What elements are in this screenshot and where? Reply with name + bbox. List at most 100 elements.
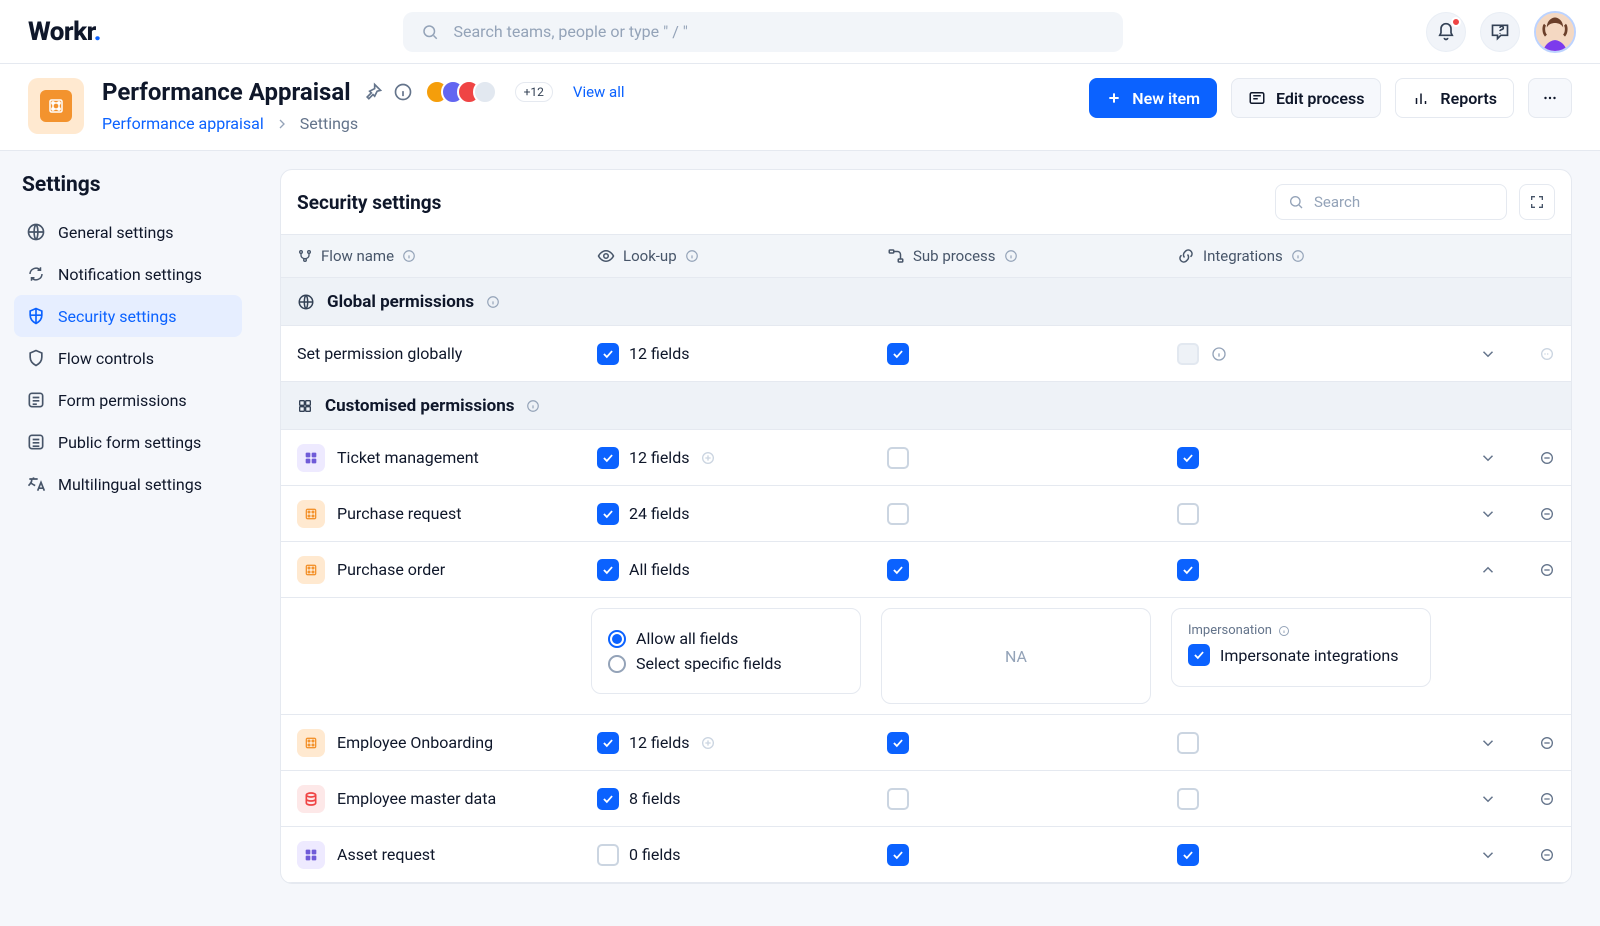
help-button[interactable]	[1480, 12, 1520, 52]
member-more[interactable]: +12	[515, 82, 553, 102]
checkbox[interactable]	[887, 844, 909, 866]
checkbox[interactable]	[887, 503, 909, 525]
col-flow: Flow name	[321, 247, 394, 265]
chevron-down-icon[interactable]	[1479, 505, 1497, 523]
chevron-down-icon[interactable]	[1479, 345, 1497, 363]
sidebar-item-form[interactable]: Form permissions	[14, 379, 242, 421]
user-avatar[interactable]	[1534, 11, 1576, 53]
radio-allow-all[interactable]: Allow all fields	[608, 629, 844, 648]
remove-icon[interactable]	[1539, 734, 1555, 752]
view-all-link[interactable]: View all	[573, 83, 625, 101]
section-global-label: Global permissions	[327, 292, 474, 312]
pin-icon[interactable]	[363, 82, 383, 102]
edit-process-button[interactable]: Edit process	[1231, 78, 1381, 118]
reports-label: Reports	[1440, 89, 1497, 108]
info-icon[interactable]	[1004, 249, 1018, 263]
breadcrumb-parent[interactable]: Performance appraisal	[102, 114, 264, 133]
chevron-down-icon[interactable]	[1479, 790, 1497, 808]
link-icon	[1177, 247, 1195, 265]
info-icon[interactable]	[526, 399, 540, 413]
shield-plain-icon	[26, 348, 46, 368]
info-icon[interactable]	[486, 295, 500, 309]
sidebar-item-general[interactable]: General settings	[14, 211, 242, 253]
panel-search[interactable]: Search	[1275, 184, 1507, 220]
info-icon[interactable]	[1291, 249, 1305, 263]
sidebar-item-label: Notification settings	[58, 265, 202, 284]
checkbox[interactable]	[1177, 503, 1199, 525]
row-name: Set permission globally	[297, 344, 462, 363]
chevron-down-icon[interactable]	[1479, 734, 1497, 752]
checkbox[interactable]	[887, 788, 909, 810]
search-icon	[1288, 194, 1304, 210]
topbar: Workr. Search teams, people or type " / …	[0, 0, 1600, 64]
main: Settings General settings Notification s…	[0, 151, 1600, 926]
edit-process-label: Edit process	[1276, 89, 1364, 108]
globe-icon	[297, 293, 315, 311]
remove-icon[interactable]	[1539, 790, 1555, 808]
checkbox[interactable]	[1177, 732, 1199, 754]
remove-icon[interactable]	[1539, 846, 1555, 864]
chevron-down-icon[interactable]	[1479, 846, 1497, 864]
row-name: Ticket management	[337, 448, 479, 467]
remove-icon[interactable]	[1539, 561, 1555, 579]
breadcrumb: Performance appraisal Settings	[102, 114, 625, 133]
checkbox[interactable]	[597, 447, 619, 469]
brand-logo[interactable]: Workr.	[28, 17, 101, 47]
checkbox[interactable]	[1177, 559, 1199, 581]
chevron-down-icon[interactable]	[1479, 449, 1497, 467]
sidebar-item-multilingual[interactable]: Multilingual settings	[14, 463, 242, 505]
checkbox[interactable]	[1177, 447, 1199, 469]
remove-icon[interactable]	[1539, 449, 1555, 467]
global-row: Set permission globally 12 fields	[281, 326, 1571, 382]
notifications-button[interactable]	[1426, 12, 1466, 52]
checkbox[interactable]	[597, 503, 619, 525]
brand-name: Workr	[28, 17, 94, 47]
lookup-checkbox[interactable]	[597, 343, 619, 365]
chevron-up-icon[interactable]	[1479, 561, 1497, 579]
checkbox[interactable]	[1188, 644, 1210, 666]
add-icon[interactable]	[700, 735, 716, 751]
new-item-button[interactable]: New item	[1089, 78, 1217, 118]
checkbox[interactable]	[1177, 844, 1199, 866]
table-row: Asset request0 fields	[281, 827, 1571, 883]
info-icon[interactable]	[685, 249, 699, 263]
row-name: Employee master data	[337, 789, 496, 808]
checkbox[interactable]	[887, 559, 909, 581]
lookup-text: 12 fields	[629, 344, 689, 363]
add-icon[interactable]	[700, 450, 716, 466]
sidebar-item-label: Public form settings	[58, 433, 201, 452]
section-custom-label: Customised permissions	[325, 396, 514, 416]
remove-icon[interactable]	[1539, 505, 1555, 523]
notification-badge	[1451, 17, 1461, 27]
checkbox[interactable]	[1177, 788, 1199, 810]
globe-icon	[26, 222, 46, 242]
sidebar-item-flow[interactable]: Flow controls	[14, 337, 242, 379]
radio-select-specific[interactable]: Select specific fields	[608, 654, 844, 673]
global-search[interactable]: Search teams, people or type " / "	[403, 12, 1123, 52]
sidebar-item-public[interactable]: Public form settings	[14, 421, 242, 463]
info-icon[interactable]	[1278, 625, 1290, 637]
checkbox[interactable]	[597, 844, 619, 866]
checkbox[interactable]	[597, 732, 619, 754]
sidebar-item-label: General settings	[58, 223, 174, 242]
col-lookup: Look-up	[623, 247, 677, 265]
lang-icon	[26, 474, 46, 494]
checkbox[interactable]	[887, 447, 909, 469]
info-icon[interactable]	[393, 82, 413, 102]
impersonate-check[interactable]: Impersonate integrations	[1188, 644, 1414, 666]
expand-icon	[1529, 194, 1545, 210]
sidebar-item-security[interactable]: Security settings	[14, 295, 242, 337]
more-button[interactable]	[1528, 78, 1572, 118]
sidebar-item-notification[interactable]: Notification settings	[14, 253, 242, 295]
flow2-icon	[887, 247, 905, 265]
info-icon[interactable]	[1211, 346, 1227, 362]
sub-checkbox[interactable]	[887, 343, 909, 365]
reports-button[interactable]: Reports	[1395, 78, 1514, 118]
expand-button[interactable]	[1519, 184, 1555, 220]
checkbox[interactable]	[887, 732, 909, 754]
info-icon[interactable]	[402, 249, 416, 263]
member-avatars[interactable]	[425, 80, 497, 104]
checkbox[interactable]	[597, 559, 619, 581]
checkbox[interactable]	[597, 788, 619, 810]
table-header: Flow name Look-up Sub process	[281, 234, 1571, 278]
